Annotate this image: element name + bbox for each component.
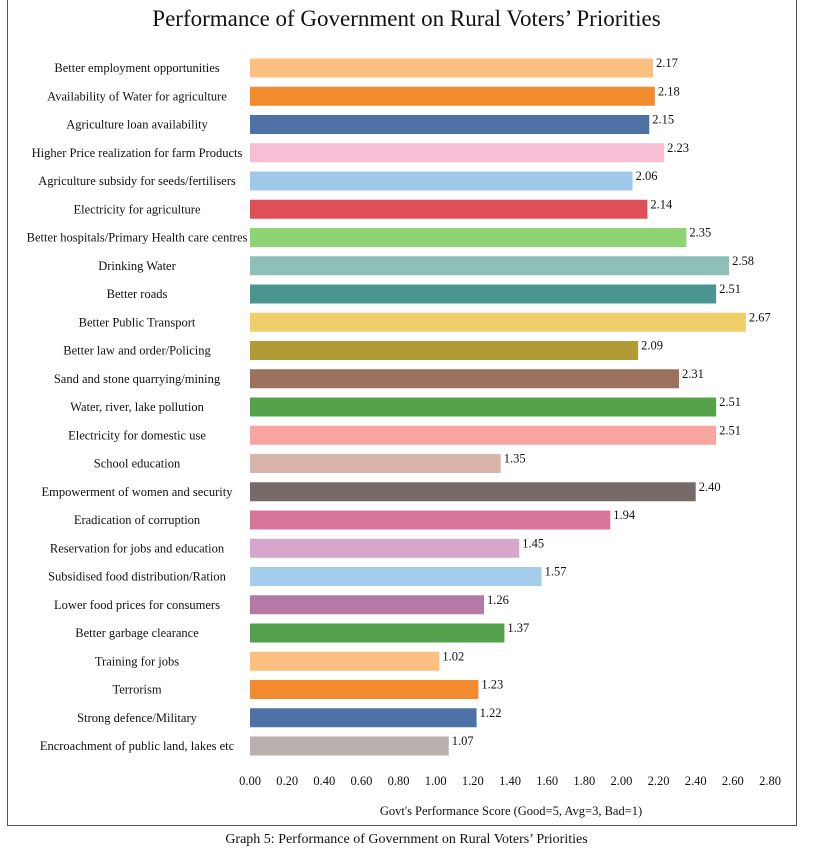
category-label: Drinking Water <box>98 259 176 273</box>
bar <box>250 199 648 219</box>
x-tick-label: 1.00 <box>425 774 447 788</box>
x-tick-label: 2.00 <box>610 774 632 788</box>
data-label: 2.58 <box>732 254 754 268</box>
category-label: Better Public Transport <box>79 315 196 329</box>
x-tick-label: 2.60 <box>722 774 744 788</box>
x-tick-label: 1.40 <box>499 774 521 788</box>
bar <box>250 482 696 502</box>
x-tick-label: 1.80 <box>573 774 595 788</box>
category-label: Sand and stone quarrying/mining <box>54 372 221 386</box>
data-label: 1.22 <box>480 706 502 720</box>
category-label: Water, river, lake pollution <box>70 400 204 414</box>
data-label: 1.94 <box>613 508 636 522</box>
data-label: 2.09 <box>641 339 663 353</box>
data-label: 1.45 <box>522 536 544 550</box>
data-label: 1.02 <box>442 649 464 663</box>
category-label: Better law and order/Policing <box>63 344 211 358</box>
data-label: 2.31 <box>682 367 704 381</box>
data-label: 1.37 <box>507 621 529 635</box>
data-label: 2.40 <box>699 480 721 494</box>
data-label: 1.07 <box>452 734 474 748</box>
x-tick-label: 0.20 <box>276 774 298 788</box>
data-label: 2.23 <box>667 141 689 155</box>
category-label: Terrorism <box>112 683 161 697</box>
category-label: Higher Price realization for farm Produc… <box>32 146 243 160</box>
x-tick-label: 2.40 <box>685 774 707 788</box>
bar <box>250 58 653 78</box>
bar <box>250 567 542 586</box>
data-label: 2.67 <box>749 310 771 324</box>
data-label: 1.35 <box>504 452 526 466</box>
bar <box>250 651 440 671</box>
figure-caption: Graph 5: Performance of Government on Ru… <box>225 832 588 847</box>
bar <box>250 708 477 728</box>
bar <box>250 595 484 615</box>
category-label: Electricity for agriculture <box>73 202 200 216</box>
bar <box>250 369 679 389</box>
x-tick-label: 1.60 <box>536 774 558 788</box>
x-axis-title: Govt's Performance Score (Good=5, Avg=3,… <box>380 804 642 818</box>
data-label: 2.51 <box>719 282 741 296</box>
bar <box>250 312 746 332</box>
category-label: Better hospitals/Primary Health care cen… <box>27 231 248 245</box>
x-tick-label: 0.40 <box>313 774 335 788</box>
bar <box>250 171 633 191</box>
data-label: 2.35 <box>689 226 711 240</box>
data-label: 2.14 <box>650 197 673 211</box>
bar <box>250 86 655 106</box>
chart-title: Performance of Government on Rural Voter… <box>152 6 661 31</box>
x-tick-label: 1.20 <box>462 774 484 788</box>
bar <box>250 397 717 417</box>
data-label: 1.23 <box>481 678 503 692</box>
data-label: 1.26 <box>487 593 509 607</box>
category-label: Better garbage clearance <box>75 626 199 640</box>
bar <box>250 115 650 134</box>
data-label: 1.57 <box>545 565 567 579</box>
category-label: Training for jobs <box>95 654 179 668</box>
category-label: Availability of Water for agriculture <box>47 89 227 103</box>
bar <box>250 143 665 163</box>
category-label: Empowerment of women and security <box>42 485 234 499</box>
category-label: Agriculture subsidy for seeds/fertiliser… <box>38 174 236 188</box>
bar <box>250 538 520 558</box>
x-tick-label: 2.20 <box>648 774 670 788</box>
data-label: 2.17 <box>656 56 678 70</box>
data-label: 2.06 <box>636 169 658 183</box>
bar <box>250 256 730 276</box>
bar <box>250 425 717 445</box>
bar <box>250 228 687 247</box>
bar <box>250 454 501 473</box>
category-label: Eradication of corruption <box>74 513 201 527</box>
bar <box>250 341 639 360</box>
x-tick-label: 0.80 <box>388 774 410 788</box>
category-label: School education <box>94 457 181 471</box>
x-tick-label: 0.60 <box>350 774 372 788</box>
bar <box>250 623 505 643</box>
category-label: Better roads <box>107 287 168 301</box>
bar <box>250 510 611 530</box>
x-tick-label: 2.80 <box>759 774 781 788</box>
x-tick-label: 0.00 <box>239 774 261 788</box>
data-label: 2.18 <box>658 84 680 98</box>
category-label: Agriculture loan availability <box>66 118 208 132</box>
category-label: Electricity for domestic use <box>68 428 206 442</box>
data-label: 2.51 <box>719 423 741 437</box>
category-label: Subsidised food distribution/Ration <box>48 570 227 584</box>
category-label: Lower food prices for consumers <box>54 598 220 612</box>
data-label: 2.15 <box>652 113 674 127</box>
category-label: Encroachment of public land, lakes etc <box>40 739 235 753</box>
category-label: Reservation for jobs and education <box>50 541 225 555</box>
category-label: Strong defence/Military <box>77 711 198 725</box>
bar <box>250 680 479 699</box>
bar <box>250 284 717 304</box>
data-label: 2.51 <box>719 395 741 409</box>
bar <box>250 736 449 756</box>
category-label: Better employment opportunities <box>54 61 219 75</box>
